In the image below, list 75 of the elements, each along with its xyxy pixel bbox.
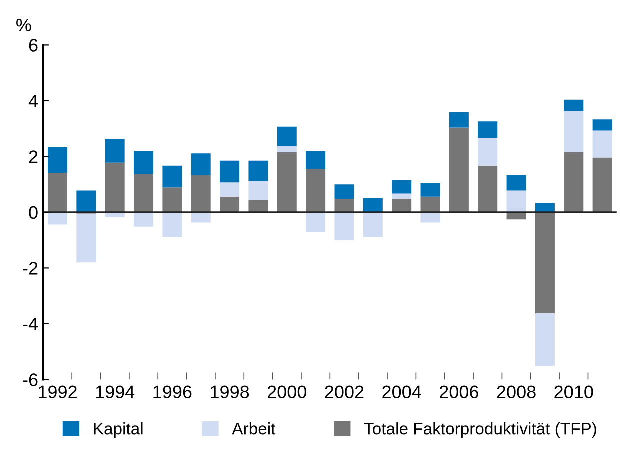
bar (564, 100, 584, 112)
y-tick-label: -6 (23, 374, 38, 386)
bar (76, 190, 96, 212)
bar (277, 152, 297, 212)
x-tick-label: 1994 (96, 386, 135, 398)
y-tick-label: 2 (29, 150, 38, 164)
legend-label: Totale Faktorproduktivität (TFP) (364, 422, 596, 438)
bar (535, 314, 555, 366)
bar (478, 122, 498, 138)
bar (134, 151, 154, 174)
bar (248, 182, 268, 200)
bar (220, 182, 240, 197)
bar (535, 212, 555, 314)
bar (48, 212, 68, 225)
x-tick-label: 2004 (382, 386, 422, 398)
bar (392, 199, 412, 212)
bar (248, 160, 268, 182)
bar (105, 162, 125, 212)
bar (191, 175, 211, 212)
bar (162, 212, 182, 238)
bar (420, 196, 440, 212)
bar (420, 183, 440, 197)
bar (392, 194, 412, 200)
y-tick-label: -2 (23, 262, 38, 275)
bar (334, 212, 354, 240)
bar (334, 184, 354, 200)
bar (449, 128, 469, 212)
bar (76, 214, 96, 263)
bar (105, 139, 125, 163)
bar (134, 212, 154, 227)
bar (363, 212, 383, 238)
bar (220, 196, 240, 212)
bar (306, 168, 326, 212)
bar (449, 112, 469, 128)
bar (134, 174, 154, 212)
bar (277, 126, 297, 146)
x-tick-label: 2006 (440, 386, 478, 398)
bar (592, 130, 612, 158)
y-tick-label: 6 (29, 39, 38, 52)
bar (506, 190, 526, 212)
y-tick-label: 4 (28, 95, 38, 108)
bar (162, 166, 182, 188)
bar (478, 166, 498, 212)
bar (277, 146, 297, 153)
y-tick-label: 0 (29, 206, 38, 220)
bar (48, 147, 68, 174)
bar (334, 199, 354, 212)
x-tick-label: 1998 (211, 386, 250, 398)
x-tick-label: 2002 (325, 386, 364, 398)
bar (191, 154, 211, 176)
x-tick-label: 2010 (554, 386, 594, 398)
bar (478, 138, 498, 166)
y-tick-label: -4 (23, 318, 38, 330)
bar (592, 120, 612, 131)
bar (420, 212, 440, 223)
bar (306, 151, 326, 169)
bar (506, 175, 526, 191)
bar (191, 212, 211, 223)
bar (392, 180, 412, 194)
bar (592, 158, 612, 212)
legend-label: Kapital (94, 422, 143, 438)
x-tick-label: 2008 (497, 386, 536, 398)
x-tick-label: 2000 (268, 386, 307, 398)
bar (248, 200, 268, 212)
bar (162, 188, 182, 212)
bar (363, 198, 383, 212)
x-tick-label: 1996 (154, 386, 192, 398)
y-axis-title: % (16, 18, 32, 32)
legend-label: Arbeit (232, 422, 276, 435)
bar (564, 152, 584, 212)
x-tick-label: 1992 (39, 386, 77, 398)
bar (564, 111, 584, 153)
bar (220, 160, 240, 183)
bar (306, 212, 326, 232)
bar (48, 173, 68, 212)
